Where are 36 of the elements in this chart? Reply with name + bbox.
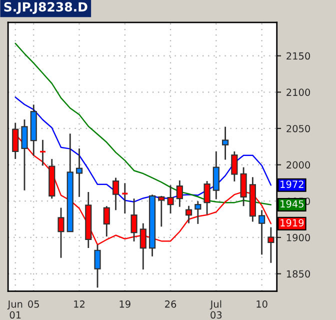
candlestick	[194, 200, 202, 225]
data-label: 1972	[280, 180, 304, 188]
y-tick-label: 2150	[286, 52, 310, 60]
candlestick	[130, 198, 138, 242]
x-tick-label: 05	[28, 300, 39, 308]
y-tick-label: 2000	[286, 161, 310, 169]
x-tick-label: 19	[120, 300, 130, 308]
x-tick-label: Jun 01	[7, 300, 22, 319]
candlestick	[176, 180, 183, 208]
candlestick	[76, 148, 83, 198]
x-tick-label: 12	[74, 300, 84, 308]
y-tick-label: 1900	[286, 234, 310, 242]
x-tick-label: Jul 03	[210, 300, 222, 319]
candlestick	[112, 177, 120, 211]
candlestick	[185, 205, 192, 224]
y-tick-label: 1850	[286, 270, 310, 278]
candlestick	[258, 209, 266, 256]
chart-title: S.JP.J8238.D	[4, 2, 88, 14]
candlestick	[268, 226, 274, 264]
line-series	[14, 42, 272, 206]
candlestick	[158, 195, 165, 228]
candlestick	[103, 205, 110, 238]
candlestick	[167, 184, 174, 214]
x-tick-label: 10	[256, 300, 268, 308]
candlestick	[58, 207, 64, 259]
candlestick	[204, 180, 210, 216]
data-label: 1919	[280, 219, 304, 226]
y-tick-label: 2050	[286, 124, 310, 132]
x-tick-label: 26	[165, 300, 176, 308]
candlestick	[231, 150, 238, 182]
candlestick	[21, 118, 28, 192]
candlestick	[94, 244, 101, 288]
candlestick	[240, 166, 247, 207]
candlestick	[212, 150, 220, 200]
candlestick	[222, 126, 229, 160]
y-tick-label: 2100	[286, 88, 310, 96]
